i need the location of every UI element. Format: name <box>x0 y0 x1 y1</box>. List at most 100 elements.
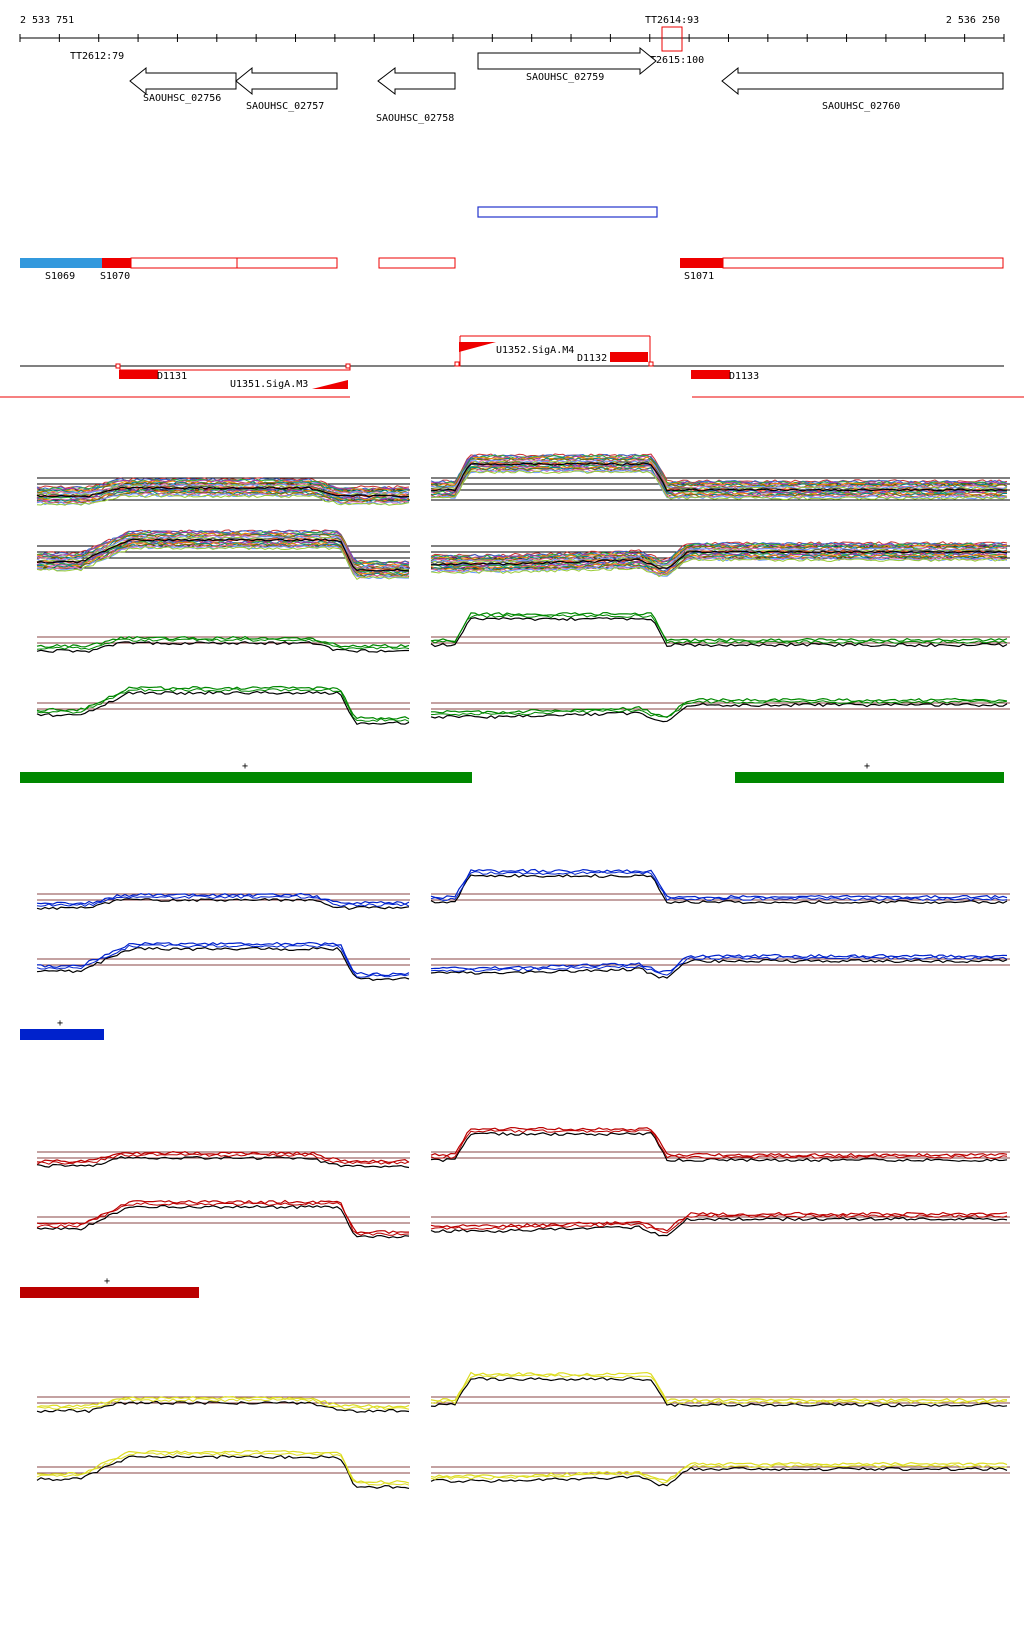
transcript-segment[interactable] <box>722 257 1004 269</box>
gene-arrow[interactable] <box>129 66 237 96</box>
sample-trace <box>36 488 410 501</box>
transcript-segment[interactable] <box>680 258 723 268</box>
sample-trace <box>36 541 410 576</box>
mean-trace <box>36 486 410 498</box>
reference-trace <box>36 690 410 726</box>
expression-panel <box>36 1199 410 1239</box>
terminator-label[interactable]: TT2615:100 <box>644 55 704 66</box>
expression-panel <box>36 1395 410 1414</box>
sample-trace <box>36 1150 410 1164</box>
feature-label[interactable]: U1352.SigA.M4 <box>496 345 574 356</box>
sample-trace <box>430 1374 1008 1405</box>
expression-panel <box>36 685 410 726</box>
feature-block[interactable] <box>610 352 648 362</box>
sample-trace <box>430 871 1008 902</box>
terminator-box[interactable] <box>661 26 683 52</box>
terminator-label[interactable]: TT2614:93 <box>645 15 699 26</box>
feature-label[interactable]: U1351.SigA.M3 <box>230 379 308 390</box>
expression-panel <box>430 1211 1010 1237</box>
sample-trace <box>430 1129 1008 1160</box>
reference-trace <box>430 702 1008 723</box>
gene-arrow[interactable] <box>477 46 657 76</box>
feature-label[interactable]: D1131 <box>157 371 187 382</box>
reference-trace <box>430 1216 1008 1237</box>
transcript-segment[interactable] <box>378 257 456 269</box>
sample-trace <box>36 635 410 648</box>
sample-trace <box>36 944 410 978</box>
reference-trace <box>36 897 410 911</box>
sample-trace <box>36 489 410 502</box>
ruler-start-label: 2 533 751 <box>20 15 74 26</box>
terminator-label[interactable]: TT2612:79 <box>70 51 124 62</box>
transcript-segment[interactable] <box>102 258 131 268</box>
sample-trace <box>36 894 410 907</box>
reference-trace <box>36 1155 410 1169</box>
reference-trace <box>36 1204 410 1239</box>
sample-trace <box>36 637 410 651</box>
condition-strand-mark: + <box>57 1018 63 1029</box>
sample-trace <box>430 542 1008 563</box>
condition-bar[interactable] <box>735 772 1004 783</box>
sample-trace <box>430 700 1008 718</box>
expression-panel <box>430 953 1010 979</box>
reference-trace <box>430 1376 1008 1408</box>
sample-trace <box>430 611 1008 643</box>
gene-label[interactable]: SAOUHSC_02757 <box>246 101 324 112</box>
sample-trace <box>36 487 410 500</box>
sample-trace <box>430 547 1008 566</box>
reference-trace <box>36 1454 410 1489</box>
sample-trace <box>36 1202 410 1236</box>
transcript-segment[interactable] <box>130 257 238 269</box>
gene-label[interactable]: SAOUHSC_02759 <box>526 72 604 83</box>
feature-block[interactable] <box>691 370 730 379</box>
sample-trace <box>430 1371 1008 1403</box>
sample-trace <box>430 868 1008 900</box>
condition-bar[interactable] <box>20 772 472 783</box>
expression-panel <box>430 611 1010 648</box>
transcript-label: S1070 <box>100 271 130 282</box>
gene-label[interactable]: SAOUHSC_02756 <box>143 93 221 104</box>
promoter-marker[interactable] <box>312 380 348 389</box>
gene-arrow[interactable] <box>377 66 456 96</box>
gene-arrow[interactable] <box>235 66 338 96</box>
sample-trace <box>36 493 410 506</box>
ruler-end-label: 2 536 250 <box>946 15 1000 26</box>
promoter-marker[interactable] <box>459 342 496 352</box>
condition-strand-mark: + <box>242 761 248 772</box>
feature-label[interactable]: D1133 <box>729 371 759 382</box>
transcript-segment[interactable] <box>236 257 338 269</box>
condition-bar[interactable] <box>20 1287 199 1298</box>
expression-panel <box>36 635 410 653</box>
transcript-segment[interactable] <box>20 258 102 268</box>
reference-trace <box>36 1400 410 1414</box>
gene-label[interactable]: SAOUHSC_02760 <box>822 101 900 112</box>
sample-trace <box>430 1213 1008 1234</box>
predicted-region[interactable] <box>477 206 658 218</box>
sample-trace <box>430 614 1008 644</box>
sample-trace <box>36 491 410 504</box>
feature-label[interactable]: D1132 <box>577 353 607 364</box>
terminator-track: TT2612:79 TT2614:93 TT2615:100 <box>70 15 704 66</box>
expression-panel <box>36 941 410 981</box>
sample-trace <box>430 554 1008 575</box>
mean-trace <box>430 462 1008 492</box>
feature-block[interactable] <box>119 370 158 379</box>
sample-trace <box>430 1461 1008 1482</box>
mean-trace <box>36 538 410 572</box>
sample-trace <box>430 955 1008 976</box>
transcript-track: S1069 S1070 S1071 <box>20 257 1004 282</box>
sample-trace <box>430 458 1008 489</box>
reference-trace <box>36 946 410 981</box>
condition-bar[interactable] <box>20 1029 104 1040</box>
expression-panel <box>430 1371 1010 1408</box>
sample-trace <box>36 688 410 722</box>
coordinate-ruler: 2 533 751 2 536 250 <box>19 15 1005 42</box>
gene-label[interactable]: SAOUHSC_02758 <box>376 113 454 124</box>
sample-trace <box>430 470 1008 501</box>
expression-panel <box>36 1150 410 1169</box>
gene-arrow[interactable] <box>721 66 1004 96</box>
mean-trace <box>430 550 1008 570</box>
sample-trace <box>430 953 1008 974</box>
sample-trace <box>36 546 410 580</box>
feature-track: D1131 U1351.SigA.M3 U1352.SigA.M4 D1132 … <box>0 335 1024 398</box>
